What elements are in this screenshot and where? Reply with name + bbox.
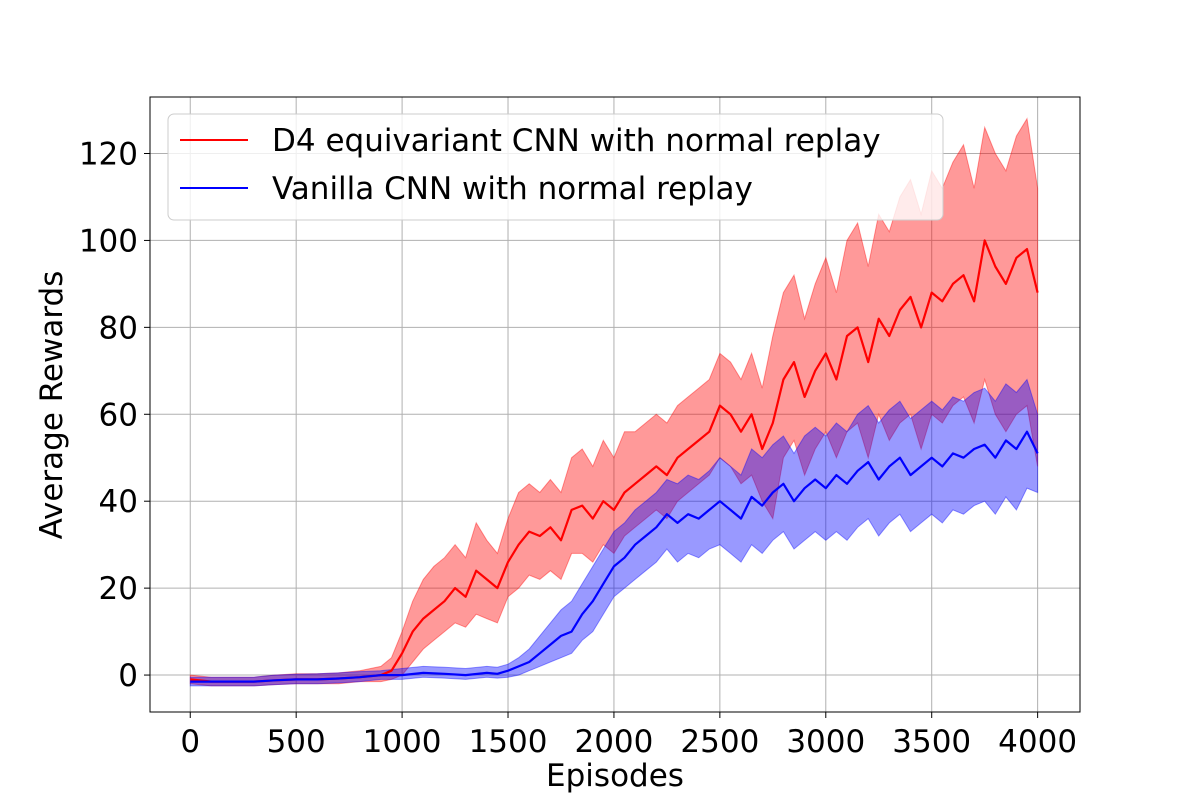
x-tick-label: 1000: [363, 724, 442, 760]
y-axis-label: Average Rewards: [34, 271, 70, 540]
y-tick-label: 100: [79, 223, 138, 259]
legend: D4 equivariant CNN with normal replay Va…: [167, 113, 944, 221]
x-tick-label: 3000: [786, 724, 865, 760]
x-tick-label: 2000: [574, 724, 653, 760]
y-axis-ticks: 0 20 40 60 80 100 120: [79, 137, 150, 694]
series-lines: [190, 239, 1039, 683]
x-axis-label: Episodes: [546, 758, 684, 794]
legend-box: [167, 113, 944, 221]
y-tick-label: 120: [79, 137, 138, 173]
plot-frame: [149, 96, 1081, 713]
x-axis-ticks: 0 500 1000 1500 2000 2500 3000 3500 4000: [180, 712, 1077, 760]
y-tick-label: 60: [99, 397, 138, 433]
y-tick-label: 20: [99, 571, 138, 607]
y-tick-label: 80: [99, 310, 138, 346]
x-tick-label: 1500: [469, 724, 548, 760]
line-vanilla-cnn: [190, 430, 1039, 683]
band-vanilla-cnn: [189, 378, 1039, 687]
confidence-bands: [189, 117, 1039, 687]
x-tick-label: 0: [180, 724, 200, 760]
x-tick-label: 3500: [892, 724, 971, 760]
band-d4-equivariant: [189, 117, 1039, 687]
y-tick-label: 0: [118, 658, 138, 694]
x-tick-label: 4000: [998, 724, 1077, 760]
legend-label-d4-equivariant: D4 equivariant CNN with normal replay: [272, 123, 881, 159]
x-tick-label: 500: [267, 724, 326, 760]
legend-label-vanilla-cnn: Vanilla CNN with normal replay: [272, 171, 753, 207]
x-tick-label: 2500: [680, 724, 759, 760]
y-tick-label: 40: [99, 484, 138, 520]
line-d4-equivariant: [190, 239, 1039, 683]
